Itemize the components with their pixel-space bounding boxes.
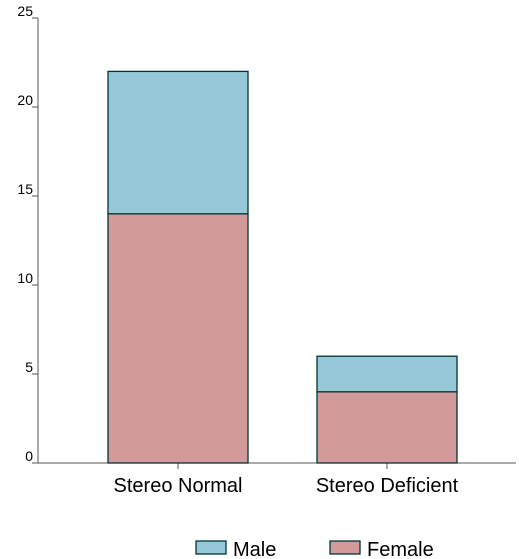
bar-female-2 — [316, 391, 458, 464]
y-tick-label: 0 — [25, 448, 33, 464]
legend-swatch-female — [329, 540, 361, 555]
legend: Male Female — [195, 539, 434, 559]
legend-label-female: Female — [367, 539, 434, 559]
legend-swatch-male — [195, 540, 227, 555]
y-tick-label: 10 — [17, 270, 33, 286]
bar-male-1 — [107, 70, 249, 215]
y-tick-label: 15 — [17, 181, 33, 197]
x-tick-label: Stereo Normal — [114, 475, 243, 497]
bar-female-1 — [107, 213, 249, 464]
legend-label-male: Male — [233, 539, 276, 559]
x-tick-label: Stereo Deficient — [316, 475, 459, 497]
y-tick-label: 25 — [17, 3, 33, 19]
axis-labels: 0 5 10 15 20 25 Stereo Normal Stereo Deficient — [17, 3, 458, 497]
bars — [107, 70, 458, 464]
y-tick-label: 20 — [17, 92, 33, 108]
y-tick-label: 5 — [25, 359, 33, 375]
bar-male-2 — [316, 355, 458, 393]
